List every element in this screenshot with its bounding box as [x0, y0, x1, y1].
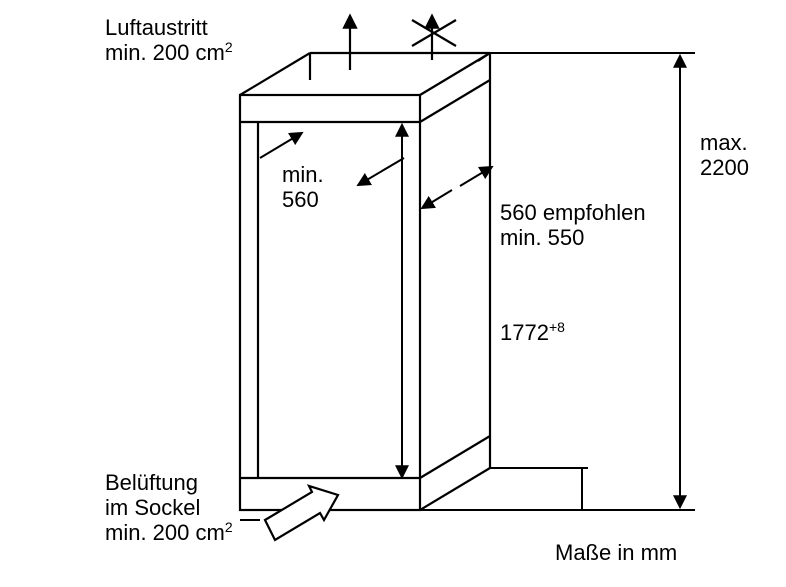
inner-width-label-2: 560 — [282, 187, 319, 212]
vent-arrow — [265, 486, 338, 540]
vent-label-3: min. 200 cm2 — [105, 519, 233, 545]
inner-width-label-1: min. — [282, 162, 324, 187]
air-outlet-arrows — [350, 18, 456, 70]
depth-label-1: 560 empfohlen — [500, 200, 646, 225]
air-outlet-label-1: Luftaustritt — [105, 15, 208, 40]
inner-height-label: 1772+8 — [500, 319, 565, 345]
depth-dim — [424, 168, 490, 207]
outer-height-label-1: max. — [700, 130, 748, 155]
installation-diagram: Luftaustritt min. 200 cm2 min. 560 560 e… — [0, 0, 786, 587]
vent-label-2: im Sockel — [105, 495, 200, 520]
air-outlet-label-2: min. 200 cm2 — [105, 39, 233, 65]
units-label: Maße in mm — [555, 540, 677, 565]
cabinet-outline — [240, 53, 490, 510]
vent-label-1: Belüftung — [105, 470, 198, 495]
outer-height-label-2: 2200 — [700, 155, 749, 180]
depth-label-2: min. 550 — [500, 225, 584, 250]
outer-height-dim — [420, 53, 695, 510]
